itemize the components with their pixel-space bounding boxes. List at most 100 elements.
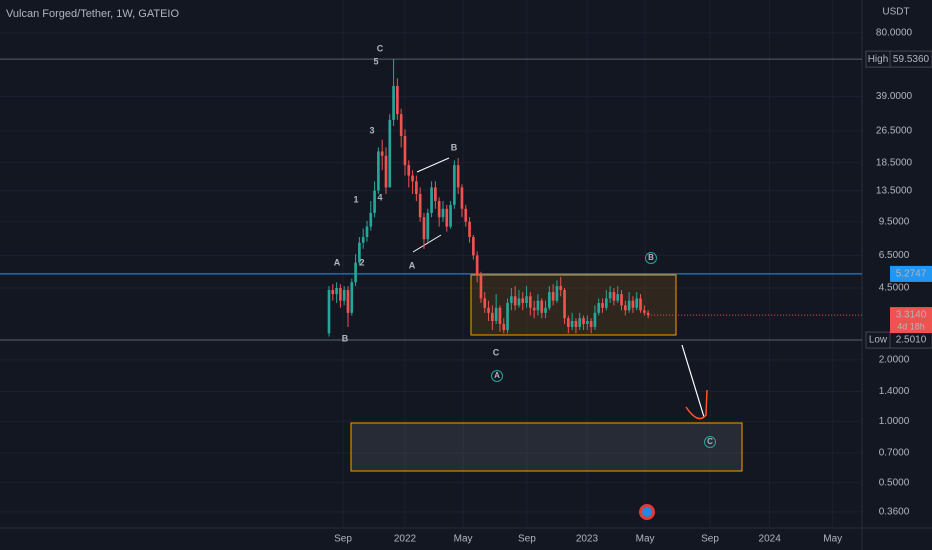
candle-body [396,85,399,115]
y-tick-label: 2.0000 [879,355,910,366]
candle-body [604,298,608,308]
wave-label: C [707,437,713,446]
candle-body [331,289,335,295]
candle-body [510,296,513,303]
candle-body [536,300,540,311]
candle-body [498,307,502,324]
candle-body [612,292,616,301]
candle-body [616,294,620,301]
price-badge-name-text: High [868,54,889,65]
wave-label: B [342,333,349,343]
candle-body [377,151,380,191]
candle-body [601,302,604,308]
y-tick-label: 26.5000 [876,125,913,136]
candle-body [468,221,471,238]
candle-body [578,318,582,327]
candle-body [529,296,532,308]
candle-body [399,114,403,137]
event-icon-inner [642,507,652,517]
y-tick-label: 9.5000 [879,216,910,227]
price-badge [890,265,932,282]
candle-body [555,286,559,301]
y-tick-label: 6.5000 [879,250,910,261]
candle-body [358,242,361,263]
candle-body [491,312,494,322]
price-badge-name-text: Low [869,335,888,346]
arrow-head [685,389,708,420]
candle-body [570,321,574,327]
last-price-value: 3.3140 [896,310,927,321]
last-price-badge [890,307,932,334]
x-tick-label: May [823,534,842,545]
price-badge-value: 5.2747 [896,269,927,280]
annotation-circle [704,436,716,448]
candle-body [369,212,373,227]
trend-line [416,157,450,173]
candle-body [346,289,350,313]
x-tick-label: 2023 [576,534,599,545]
y-tick-label: 4.5000 [879,283,910,294]
candle-body [464,208,468,222]
candle-body [582,318,585,324]
candle-body [411,175,414,182]
wave-label: 3 [369,125,374,135]
y-tick-label: 1.0000 [879,416,910,427]
candle-body [430,187,433,213]
candle-body [327,289,331,334]
currency-label: USDT [882,7,909,18]
wave-label: A [334,257,341,267]
y-tick-label: 39.0000 [876,91,913,102]
annotation-circle [645,252,657,264]
y-tick-label: 80.0000 [876,28,913,39]
target-box [350,422,743,472]
wave-label: C [377,43,384,53]
y-tick-label: 13.5000 [876,185,913,196]
candle-body [441,208,445,218]
candle-body [635,298,639,308]
y-tick-label: 0.7000 [879,448,910,459]
candle-body [540,300,544,313]
wave-label: 2 [359,257,364,267]
price-badge-value: 59.5360 [893,54,930,65]
candle-body [339,287,342,301]
candle-body [574,321,578,327]
x-tick-label: Sep [334,534,352,545]
candle-body [449,204,452,227]
candle-body [434,187,437,202]
candle-body [627,300,631,311]
candle-body [361,237,365,243]
arrow-line [681,344,705,418]
x-tick-label: 2024 [759,534,782,545]
candle-body [544,307,547,313]
candle-body [506,302,509,331]
candle-body [597,302,601,313]
candle-body [487,307,490,313]
x-tick-label: Sep [701,534,719,545]
candle-body [403,136,407,166]
candle-body [483,298,487,308]
last-price-countdown: 4d 18h [897,321,925,331]
candle-body [418,193,422,218]
candle-body [563,289,566,319]
candle-body [426,212,430,240]
candle-body [525,296,528,303]
candle-body [415,181,418,194]
candle-body [460,187,464,209]
candle-body [642,310,646,313]
candle-body [342,289,346,301]
range-box [470,274,677,336]
candle-body [479,275,483,299]
candle-body [586,321,589,324]
candle-body [551,292,555,301]
candle-body [532,307,536,311]
candle-body [373,190,376,213]
chart-title: Vulcan Forged/Tether, 1W, GATEIO [6,8,179,20]
candle-body [623,305,627,311]
candle-body [589,321,593,327]
wave-label: A [409,260,416,270]
x-tick-label: Sep [518,534,536,545]
wave-label: 4 [377,192,382,202]
candle-body [350,282,354,313]
wave-label: 1 [353,194,358,204]
